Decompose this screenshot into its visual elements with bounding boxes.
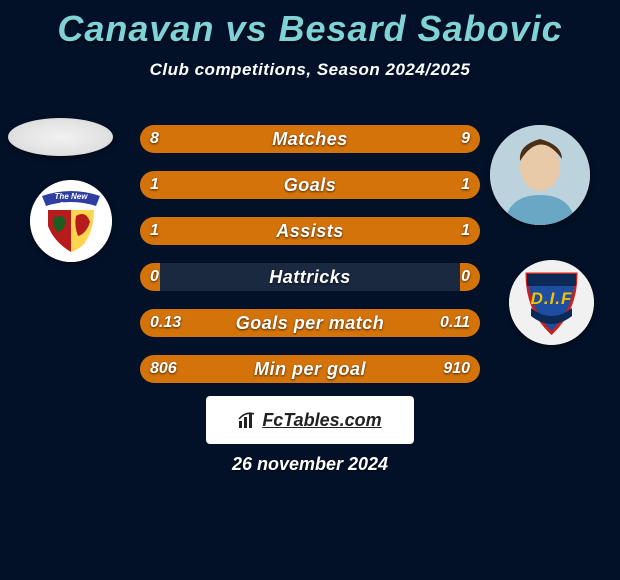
stat-label: Hattricks (140, 263, 480, 291)
stat-row-matches: 8 Matches 9 (140, 125, 480, 153)
svg-text:D.I.F: D.I.F (531, 289, 573, 308)
stat-row-min-per-goal: 806 Min per goal 910 (140, 355, 480, 383)
footer-date: 26 november 2024 (0, 454, 620, 475)
stat-value-right: 0 (461, 263, 470, 291)
page-title: Canavan vs Besard Sabovic (0, 0, 620, 50)
club-crest-left: The New Saints (30, 180, 112, 262)
stat-row-goals-per-match: 0.13 Goals per match 0.11 (140, 309, 480, 337)
player-portrait-icon (490, 125, 590, 225)
svg-text:Saints: Saints (59, 201, 84, 210)
page-subtitle: Club competitions, Season 2024/2025 (0, 60, 620, 80)
player-right-photo (490, 125, 590, 225)
stat-row-assists: 1 Assists 1 (140, 217, 480, 245)
brand-text: FcTables.com (262, 410, 381, 431)
stat-label: Goals (140, 171, 480, 199)
stat-label: Goals per match (140, 309, 480, 337)
stat-row-goals: 1 Goals 1 (140, 171, 480, 199)
stat-row-hattricks: 0 Hattricks 0 (140, 263, 480, 291)
stat-label: Matches (140, 125, 480, 153)
stat-label: Min per goal (140, 355, 480, 383)
stat-label: Assists (140, 217, 480, 245)
stat-value-right: 0.11 (440, 309, 470, 337)
crest-tns-icon: The New Saints (30, 180, 112, 262)
player-left-photo (8, 118, 113, 156)
stat-value-right: 1 (461, 217, 470, 245)
stats-area: 8 Matches 9 1 Goals 1 1 Assists 1 0 Hatt… (140, 125, 480, 401)
club-crest-right: D.I.F (509, 260, 594, 345)
fctables-brand-link[interactable]: FcTables.com (206, 396, 414, 444)
stat-value-right: 910 (443, 355, 470, 383)
stat-value-right: 9 (461, 125, 470, 153)
svg-text:The New: The New (55, 192, 89, 201)
crest-dif-icon: D.I.F (509, 260, 594, 345)
stat-value-right: 1 (461, 171, 470, 199)
chart-bars-icon (238, 411, 256, 429)
